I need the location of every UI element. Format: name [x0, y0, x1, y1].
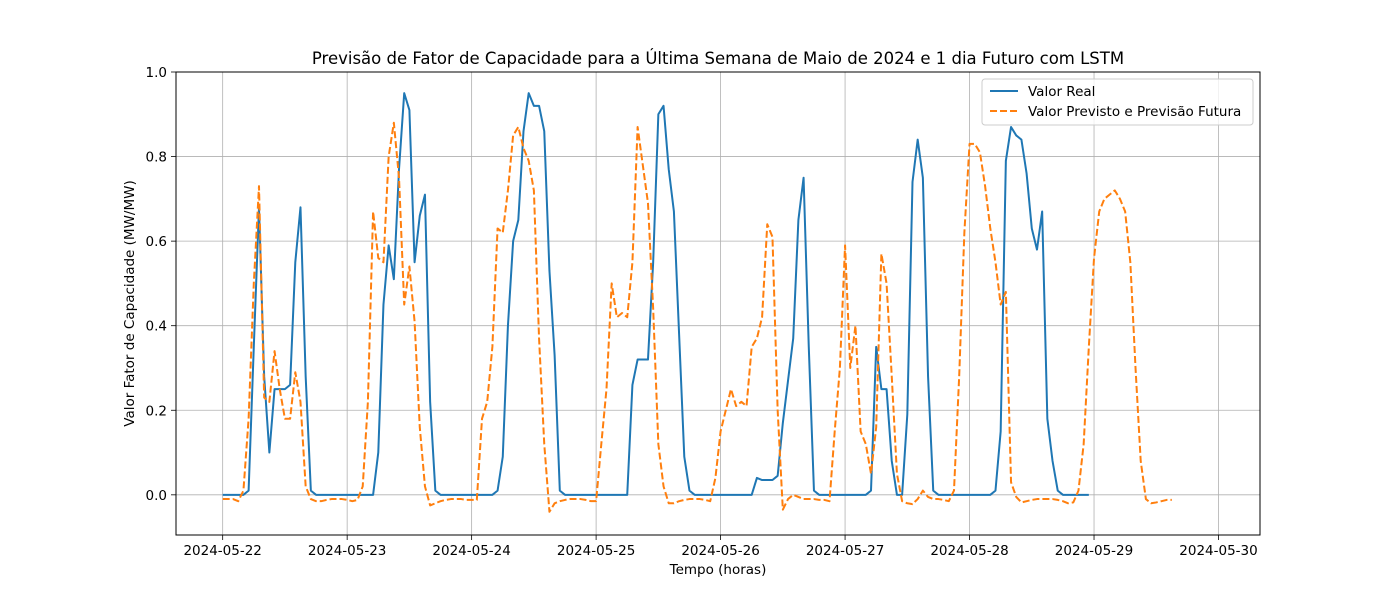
legend-label-real: Valor Real — [1028, 84, 1095, 100]
plot-frame — [175, 71, 1261, 536]
x-tick-label: 2024-05-23 — [308, 543, 386, 559]
legend: Valor Real Valor Previsto e Previsão Fut… — [981, 78, 1254, 126]
plot-area — [176, 72, 1260, 535]
legend-frame — [981, 78, 1254, 126]
axis-ticks: 2024-05-22 2024-05-23 2024-05-24 2024-05-25… — [146, 65, 1258, 559]
chart-title: Previsão de Fator de Capacidade para a Ú… — [312, 49, 1124, 68]
x-tick-label: 2024-05-25 — [557, 543, 635, 559]
x-tick-label: 2024-05-27 — [806, 543, 884, 559]
y-tick-label: 0.2 — [146, 403, 167, 419]
x-axis-label: Tempo (horas) — [669, 562, 767, 578]
y-tick-label: 0.4 — [146, 319, 167, 335]
series-line-valor-real — [222, 92, 1089, 496]
y-tick-label: 0.8 — [146, 150, 167, 166]
x-tick-label: 2024-05-24 — [432, 543, 510, 559]
x-tick-label: 2024-05-28 — [930, 543, 1008, 559]
series-layer — [222, 92, 1172, 513]
x-tick-label: 2024-05-26 — [681, 543, 759, 559]
legend-label-forecast: Valor Previsto e Previsão Futura — [1028, 104, 1241, 120]
x-tick-label: 2024-05-22 — [183, 543, 261, 559]
y-axis-label: Valor Fator de Capacidade (MW/MW) — [122, 180, 138, 426]
y-tick-label: 0.6 — [146, 234, 167, 250]
y-tick-label: 0.0 — [146, 488, 167, 504]
y-tick-label: 1.0 — [146, 65, 167, 81]
series-line-valor-previsto — [222, 121, 1172, 513]
x-tick-label: 2024-05-29 — [1055, 543, 1133, 559]
x-tick-label: 2024-05-30 — [1179, 543, 1257, 559]
